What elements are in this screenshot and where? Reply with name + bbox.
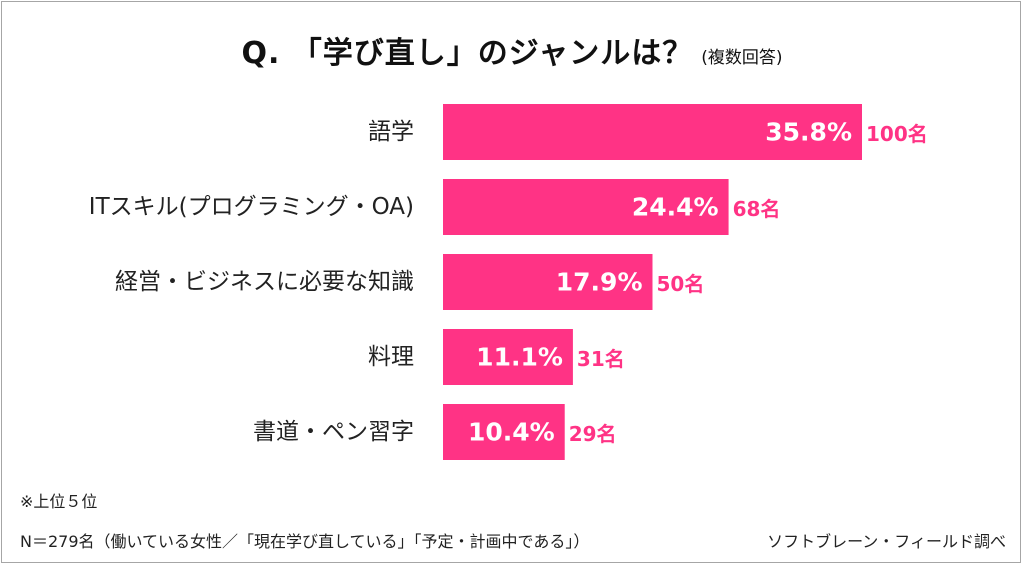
chart-title: Q. 「学び直し」のジャンルは？ bbox=[241, 36, 694, 71]
bar bbox=[443, 254, 653, 310]
category-label: ITスキル(プログラミング・OA) bbox=[89, 194, 414, 220]
chart-subtitle: (複数回答) bbox=[701, 48, 783, 68]
bar bbox=[443, 104, 862, 160]
count-label: 29名 bbox=[569, 422, 617, 446]
footnote-source: ソフトブレーン・フィールド調べ bbox=[767, 532, 1006, 551]
category-label: 語学 bbox=[368, 119, 414, 145]
value-label: 24.4% bbox=[632, 193, 719, 222]
bar bbox=[443, 179, 729, 235]
count-label: 100名 bbox=[866, 122, 928, 146]
count-label: 50名 bbox=[657, 272, 705, 296]
bar bbox=[443, 329, 573, 385]
count-label: 31名 bbox=[577, 347, 625, 371]
category-label: 経営・ビジネスに必要な知識 bbox=[115, 269, 414, 295]
footnote-rank: ※上位５位 bbox=[20, 492, 98, 511]
value-label: 11.1% bbox=[476, 343, 563, 372]
value-label: 10.4% bbox=[468, 418, 555, 447]
category-label: 書道・ペン習字 bbox=[253, 419, 414, 445]
value-label: 35.8% bbox=[765, 118, 852, 147]
category-label: 料理 bbox=[368, 344, 414, 370]
count-label: 68名 bbox=[733, 197, 781, 221]
chart-title-block: Q. 「学び直し」のジャンルは？ (複数回答) bbox=[0, 28, 1024, 72]
bar bbox=[443, 404, 565, 460]
value-label: 17.9% bbox=[556, 268, 643, 297]
footnote-sample: N＝279名（働いている女性／「現在学び直している」「予定・計画中である」） bbox=[20, 532, 590, 551]
